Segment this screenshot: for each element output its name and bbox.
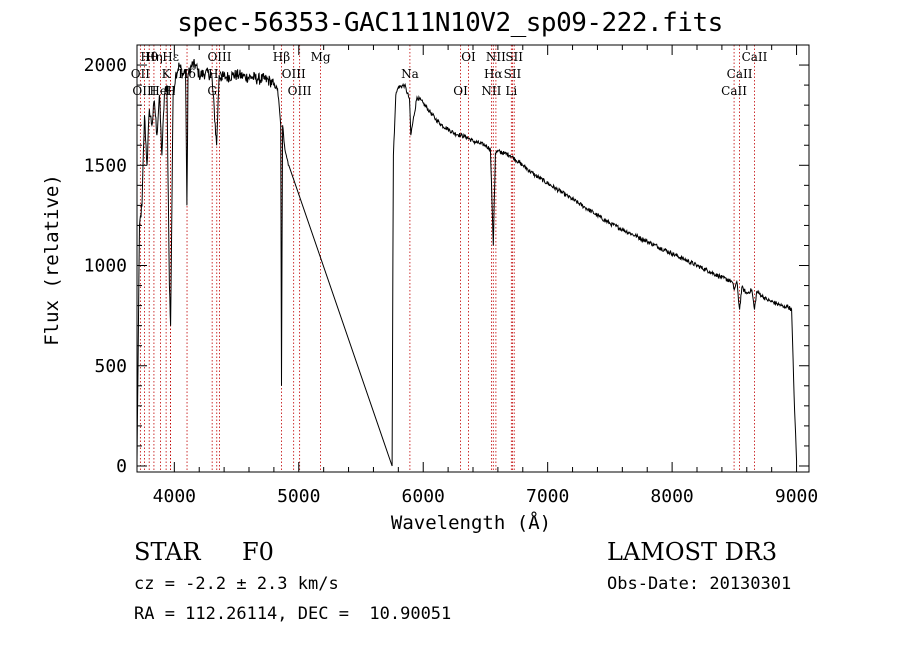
line-label: OI [453, 84, 468, 98]
x-tick-label: 7000 [526, 486, 569, 507]
object-class: STAR [134, 538, 201, 566]
line-label: OIII [282, 67, 306, 81]
line-label: SII [505, 50, 523, 64]
line-label: Na [401, 67, 419, 81]
line-label: OIII [207, 50, 231, 64]
x-tick-label: 6000 [402, 486, 445, 507]
y-axis-label: Flux (relative) [41, 174, 63, 346]
x-tick-label: 4000 [153, 486, 196, 507]
redshift-cz: cz = -2.2 ± 2.3 km/s [134, 574, 339, 594]
line-label: OII [131, 67, 151, 81]
x-axis-label: Wavelength (Å) [391, 511, 551, 534]
line-label: CaII [721, 84, 747, 98]
spectrum-series [136, 58, 798, 467]
line-label: CaII [727, 67, 753, 81]
y-tick-label: 2000 [84, 55, 127, 76]
y-tick-label: 1500 [84, 155, 127, 176]
line-label: NII [486, 50, 506, 64]
line-label: OIII [132, 84, 156, 98]
line-label: Hβ [273, 50, 290, 64]
observation-date: Obs-Date: 20130301 [607, 574, 792, 594]
line-label: Hθ [140, 50, 158, 64]
line-label: Hε [162, 50, 179, 64]
spectral-line-markers [139, 45, 755, 472]
x-tick-label: 8000 [650, 486, 693, 507]
line-label: OIII [288, 84, 312, 98]
x-tick-label: 5000 [277, 486, 320, 507]
line-label: Mg [311, 50, 331, 64]
line-label: K [162, 67, 172, 81]
axis-ticks: 4000 5000 6000 7000 8000 9000 0 500 1000 1500 2000 [84, 45, 818, 507]
line-label: CaII [742, 50, 768, 64]
line-label: Li [505, 84, 517, 98]
object-subclass: F0 [242, 538, 274, 566]
line-label: NII [481, 84, 501, 98]
line-label: SII [504, 67, 522, 81]
line-label: H [165, 84, 175, 98]
y-tick-label: 0 [116, 456, 127, 477]
spectral-line-labels: HθOIIOIIIHηKHeIHεHδHOIIIHγGHβOIIIOIIIMgN… [131, 50, 768, 98]
line-label: Hα [484, 67, 503, 81]
line-label: Hη [145, 50, 163, 64]
line-label: OI [461, 50, 476, 64]
line-label: G [207, 84, 217, 98]
survey-name: LAMOST DR3 [607, 538, 778, 566]
line-label: Hδ [178, 67, 196, 81]
y-tick-label: 500 [94, 356, 127, 377]
y-tick-label: 1000 [84, 256, 127, 277]
plot-frame [136, 44, 810, 473]
ra-dec-coordinates: RA = 112.26114, DEC = 10.90051 [134, 604, 452, 624]
x-tick-label: 9000 [775, 486, 818, 507]
chart-title: spec-56353-GAC111N10V2_sp09-222.fits [177, 8, 723, 38]
